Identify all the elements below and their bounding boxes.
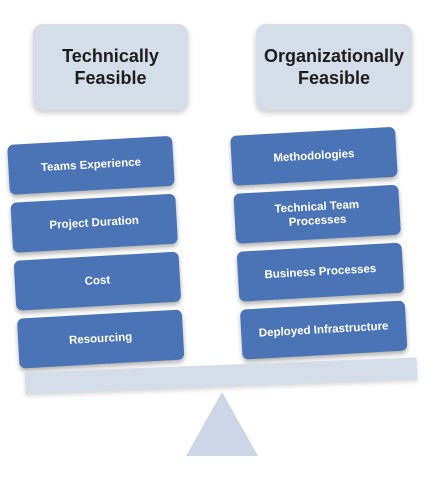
fulcrum-triangle (186, 392, 258, 456)
right-block-stack: Methodologies Technical Team Processes B… (230, 126, 408, 368)
header-organizationally-feasible: Organizationally Feasible (256, 24, 412, 110)
block-project-duration: Project Duration (10, 193, 178, 253)
block-cost: Cost (13, 251, 182, 311)
block-business-processes: Business Processes (236, 242, 405, 302)
block-technical-team-processes: Technical Team Processes (233, 184, 401, 244)
header-technically-feasible: Technically Feasible (33, 24, 188, 110)
block-deployed-infrastructure: Deployed Infrastructure (239, 300, 408, 360)
block-teams-experience: Teams Experience (7, 135, 175, 195)
block-resourcing: Resourcing (16, 309, 185, 369)
header-organizationally-feasible-label: Organizationally Feasible (263, 46, 405, 88)
block-methodologies: Methodologies (230, 126, 398, 186)
header-technically-feasible-label: Technically Feasible (62, 46, 159, 88)
left-block-stack: Teams Experience Project Duration Cost R… (7, 135, 185, 377)
